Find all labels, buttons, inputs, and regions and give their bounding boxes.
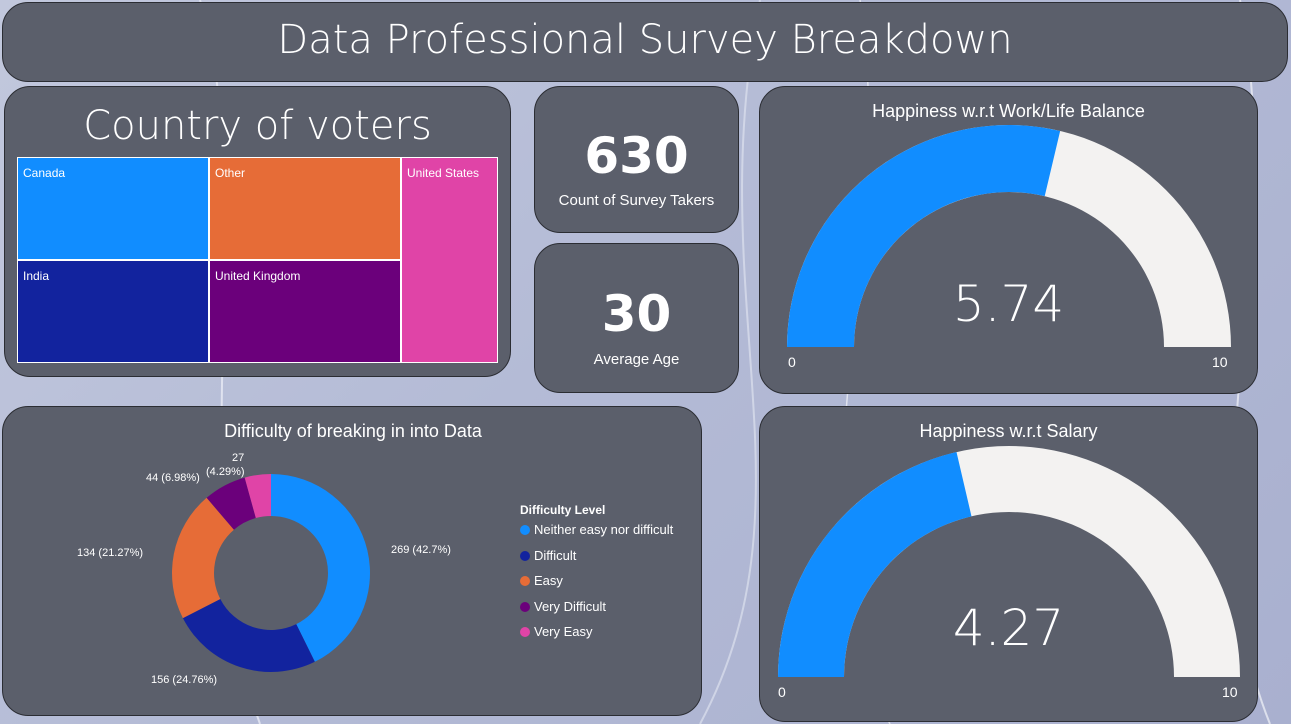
- legend-item-neither[interactable]: Neither easy nor difficult: [520, 522, 673, 548]
- donut-label-neither: 269 (42.7%): [391, 544, 451, 556]
- treemap-tile-label: India: [23, 269, 50, 283]
- legend-dot: [520, 576, 530, 586]
- gauge-min-label: 0: [778, 684, 786, 700]
- kpi-average-age-value: 30: [601, 285, 672, 343]
- gauge-min-label: 0: [788, 354, 796, 370]
- treemap-tile-united-kingdom[interactable]: United Kingdom: [209, 260, 401, 363]
- gauge-value: 5.74: [952, 275, 1065, 333]
- gauge-fill: [787, 125, 1061, 347]
- work-life-gauge: [787, 125, 1231, 347]
- gauge-title: Happiness w.r.t Work/Life Balance: [872, 101, 1145, 121]
- donut-slice-very-difficult[interactable]: [206, 477, 256, 530]
- treemap-tile-other[interactable]: Other: [209, 157, 401, 260]
- gauge-fill: [778, 452, 972, 677]
- legend-dot: [520, 550, 530, 561]
- treemap-tile-united-states[interactable]: United States: [401, 157, 498, 363]
- donut-legend: Difficulty Level Neither easy nor diffic…: [520, 503, 673, 650]
- page-title: Data Professional Survey Breakdown: [277, 17, 1013, 63]
- gauge-value: 4.27: [952, 599, 1065, 657]
- treemap-tile-label: United Kingdom: [215, 269, 301, 283]
- legend-item-label: Very Easy: [534, 624, 593, 639]
- legend-item-label: Easy: [534, 573, 563, 588]
- legend-item-very-easy[interactable]: Very Easy: [520, 624, 673, 650]
- donut-label-difficult: 156 (24.76%): [151, 674, 217, 686]
- kpi-survey-count-value: 630: [584, 127, 689, 185]
- kpi-average-age-label: Average Age: [593, 351, 680, 368]
- kpi-card-survey-count: 630 Count of Survey Takers: [534, 86, 739, 233]
- legend-item-difficult[interactable]: Difficult: [520, 548, 673, 574]
- donut-label-easy: 134 (21.27%): [77, 547, 143, 559]
- gauge-max-label: 10: [1222, 684, 1238, 700]
- treemap-card: Country of voters Canada Other United St…: [4, 86, 511, 377]
- donut-label-very-easy-pct: (4.29%): [206, 466, 245, 478]
- donut-card: Difficulty of breaking in into Data 269 …: [2, 406, 702, 716]
- legend-dot: [520, 627, 530, 637]
- legend-title: Difficulty Level: [520, 503, 606, 517]
- country-treemap: Canada Other United States India United …: [17, 157, 499, 363]
- donut-slice-neither-easy-nor-difficult[interactable]: [271, 474, 370, 662]
- donut-title: Difficulty of breaking in into Data: [224, 421, 482, 441]
- donut-slice-difficult[interactable]: [182, 599, 315, 672]
- legend-item-label: Neither easy nor difficult: [534, 522, 674, 537]
- legend-item-very-difficult[interactable]: Very Difficult: [520, 599, 673, 625]
- donut-label-very-easy-count: 27: [232, 452, 244, 464]
- title-banner: Data Professional Survey Breakdown: [2, 2, 1288, 82]
- legend-item-label: Very Difficult: [534, 598, 607, 614]
- gauge-card-work-life: Happiness w.r.t Work/Life Balance 5.74 0…: [759, 86, 1258, 394]
- donut-label-very-difficult: 44 (6.98%): [146, 472, 200, 484]
- gauge-title: Happiness w.r.t Salary: [919, 421, 1098, 441]
- donut-slice-very-easy[interactable]: [244, 474, 271, 519]
- legend-dot: [520, 525, 530, 535]
- legend-item-label: Difficult: [534, 547, 577, 563]
- salary-gauge: [778, 446, 1240, 677]
- legend-item-easy[interactable]: Easy: [520, 573, 673, 599]
- treemap-tile-india[interactable]: India: [17, 260, 209, 363]
- treemap-tile-label: Canada: [23, 166, 66, 180]
- gauge-card-salary: Happiness w.r.t Salary 4.27 0 10: [759, 406, 1258, 722]
- kpi-survey-count-label: Count of Survey Takers: [558, 192, 715, 209]
- kpi-card-average-age: 30 Average Age: [534, 243, 739, 393]
- gauge-max-label: 10: [1212, 354, 1228, 370]
- treemap-title: Country of voters: [83, 103, 432, 149]
- donut-slice-easy[interactable]: [172, 497, 234, 619]
- treemap-tile-canada[interactable]: Canada: [17, 157, 209, 260]
- legend-dot: [520, 601, 530, 612]
- treemap-tile-label: United States: [407, 166, 480, 180]
- difficulty-donut: 269 (42.7%) 156 (24.76%) 134 (21.27%) 44…: [77, 452, 451, 686]
- treemap-tile-label: Other: [215, 166, 246, 180]
